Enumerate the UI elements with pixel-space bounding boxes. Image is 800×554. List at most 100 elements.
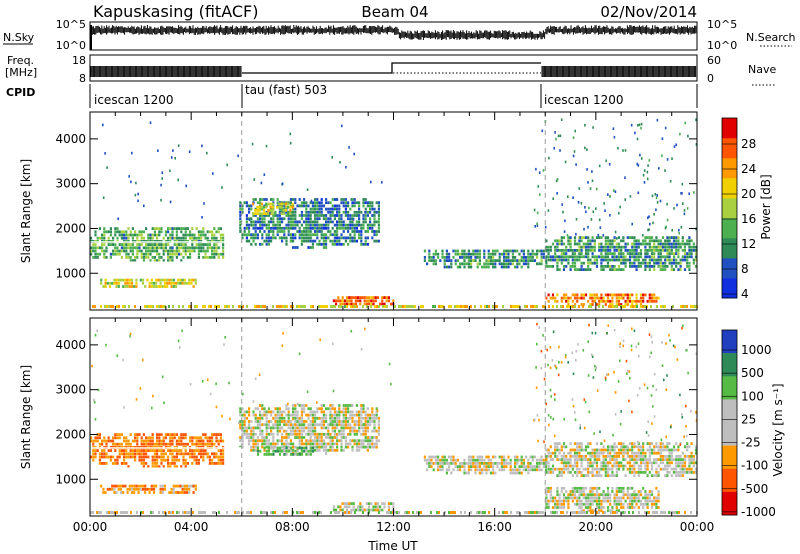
echo-cell xyxy=(373,214,376,217)
echo-cell xyxy=(124,305,126,308)
echo-cell xyxy=(592,126,594,129)
echo-cell xyxy=(270,220,273,224)
echo-cell xyxy=(481,265,484,269)
echo-cell xyxy=(639,490,643,493)
echo-cell xyxy=(309,426,312,430)
echo-cell xyxy=(245,236,248,240)
echo-cell xyxy=(204,249,207,253)
echo-cell xyxy=(430,259,433,262)
echo-cell xyxy=(117,285,120,288)
echo-cell xyxy=(593,509,596,513)
echo-cell xyxy=(114,436,117,440)
echo-cell xyxy=(151,233,154,237)
echo-cell xyxy=(580,249,583,252)
echo-cell xyxy=(101,243,104,246)
echo-cell xyxy=(276,217,279,221)
echo-cell xyxy=(381,181,383,184)
echo-cell xyxy=(615,502,618,506)
echo-cell xyxy=(562,258,566,262)
echo-cell xyxy=(263,217,266,221)
echo-cell xyxy=(160,230,163,234)
echo-cell xyxy=(628,448,632,452)
echo-cell xyxy=(332,505,335,509)
echo-cell xyxy=(503,256,506,259)
echo-cell xyxy=(655,506,658,509)
echo-cell xyxy=(349,423,352,427)
echo-cell xyxy=(362,223,365,227)
echo-cell xyxy=(305,239,308,243)
echo-cell xyxy=(677,455,680,458)
echo-cell xyxy=(219,436,222,440)
echo-cell xyxy=(175,449,178,452)
echo-cell xyxy=(191,246,194,250)
echo-cell xyxy=(624,245,627,249)
echo-cell xyxy=(387,299,390,303)
echo-cell xyxy=(274,226,277,230)
echo-cell xyxy=(617,464,621,468)
echo-cell xyxy=(362,426,365,430)
echo-cell xyxy=(307,429,310,433)
echo-cell xyxy=(635,299,638,303)
echo-cell xyxy=(314,217,317,221)
echo-cell xyxy=(600,451,603,455)
echo-cell xyxy=(206,243,209,246)
echo-cell xyxy=(648,293,651,297)
echo-cell xyxy=(168,278,171,282)
echo-cell xyxy=(375,413,378,417)
echo-cell xyxy=(634,131,636,135)
echo-cell xyxy=(624,499,627,503)
echo-cell xyxy=(589,502,592,506)
echo-cell xyxy=(270,426,273,430)
echo-cell xyxy=(582,255,585,259)
echo-cell xyxy=(135,181,137,185)
echo-cell xyxy=(125,249,128,253)
echo-cell xyxy=(555,179,558,183)
echo-cell xyxy=(175,433,178,436)
echo-cell xyxy=(576,490,579,493)
echo-cell xyxy=(300,446,304,450)
echo-cell xyxy=(314,223,317,227)
echo-cell xyxy=(204,452,207,456)
echo-cell xyxy=(402,305,404,308)
echo-cell xyxy=(267,420,270,423)
echo-cell xyxy=(358,217,361,221)
echo-cell xyxy=(123,233,126,237)
echo-cell xyxy=(294,201,297,205)
echo-cell xyxy=(137,491,140,494)
echo-cell xyxy=(576,474,579,477)
echo-cell xyxy=(432,462,435,465)
echo-cell xyxy=(569,451,572,455)
echo-cell xyxy=(267,442,270,446)
echo-cell xyxy=(686,265,689,268)
echo-cell xyxy=(673,145,676,148)
echo-cell xyxy=(576,486,579,490)
echo-cell xyxy=(188,281,191,285)
echo-cell xyxy=(140,230,143,234)
echo-cell xyxy=(106,166,108,169)
echo-cell xyxy=(659,451,662,455)
echo-cell xyxy=(672,258,676,262)
echo-cell xyxy=(622,458,625,461)
echo-cell xyxy=(340,198,343,201)
echo-cell xyxy=(314,204,317,208)
echo-cell xyxy=(668,442,671,445)
echo-cell xyxy=(322,223,325,227)
echo-cell xyxy=(639,451,643,455)
echo-cell xyxy=(587,474,590,477)
echo-cell xyxy=(679,258,682,262)
echo-cell xyxy=(292,429,295,433)
echo-cell xyxy=(630,305,632,308)
echo-cell xyxy=(316,214,319,217)
echo-cell xyxy=(422,305,424,308)
echo-cell xyxy=(163,484,167,488)
echo-cell xyxy=(215,230,218,234)
echo-cell xyxy=(584,255,588,259)
echo-cell xyxy=(376,305,378,308)
echo-cell xyxy=(587,442,590,445)
echo-cell xyxy=(587,502,590,506)
echo-cell xyxy=(248,426,251,430)
echo-cell xyxy=(635,345,637,349)
echo-cell xyxy=(294,410,297,414)
echo-cell xyxy=(387,508,390,512)
echo-cell xyxy=(193,233,196,237)
